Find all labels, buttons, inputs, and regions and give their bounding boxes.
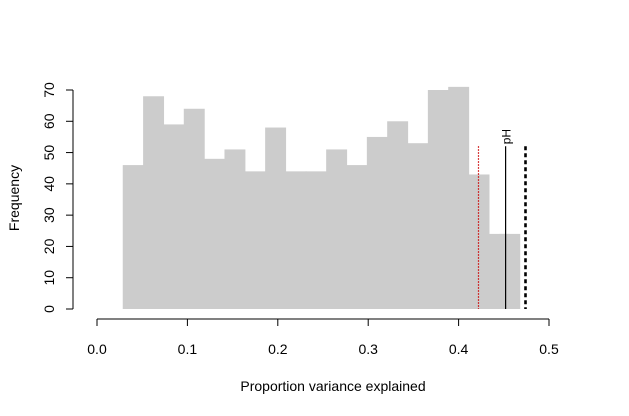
- histogram-bar: [448, 86, 470, 310]
- histogram-bar: [305, 171, 327, 309]
- histogram-bar: [265, 127, 287, 309]
- x-tick-label: 0.0: [87, 341, 107, 357]
- x-axis: 0.0 0.1 0.2 0.3 0.4 0.5: [87, 318, 559, 357]
- y-axis: 0 10 20 30 40 50 60 70: [41, 82, 74, 313]
- x-tick-label: 0.4: [449, 341, 469, 357]
- histogram-bar: [285, 171, 307, 309]
- histogram-bar: [427, 90, 449, 309]
- histogram-bar: [183, 108, 205, 310]
- x-tick-label: 0.2: [268, 341, 288, 357]
- histogram-bar: [387, 121, 409, 309]
- y-axis-title: Frequency: [6, 165, 22, 231]
- y-tick-label: 70: [41, 82, 57, 98]
- histogram-bar: [244, 171, 266, 309]
- histogram-bar: [468, 174, 490, 309]
- histogram-bar: [122, 165, 144, 309]
- histogram-bar: [499, 233, 521, 309]
- histogram-bar: [224, 149, 246, 309]
- histogram-bar: [366, 136, 388, 309]
- x-axis-title: Proportion variance explained: [240, 378, 425, 394]
- y-tick-label: 0: [41, 305, 57, 313]
- y-tick-label: 40: [41, 176, 57, 192]
- reference-line-label: pH: [500, 129, 514, 144]
- y-tick-label: 50: [41, 145, 57, 161]
- x-tick-label: 0.5: [539, 341, 559, 357]
- histogram-bar: [407, 143, 429, 309]
- y-tick-label: 60: [41, 113, 57, 129]
- y-tick-label: 20: [41, 238, 57, 254]
- histogram-bar: [346, 165, 368, 309]
- x-tick-label: 0.3: [358, 341, 378, 357]
- reference-lines: pH: [477, 129, 527, 309]
- x-tick-label: 0.1: [178, 341, 198, 357]
- histogram-bars: [122, 86, 521, 310]
- histogram-bar: [143, 96, 165, 309]
- histogram-bar: [326, 149, 348, 309]
- y-tick-label: 10: [41, 270, 57, 286]
- histogram-bar: [163, 124, 185, 309]
- y-tick-label: 30: [41, 207, 57, 223]
- histogram-bar: [204, 158, 226, 309]
